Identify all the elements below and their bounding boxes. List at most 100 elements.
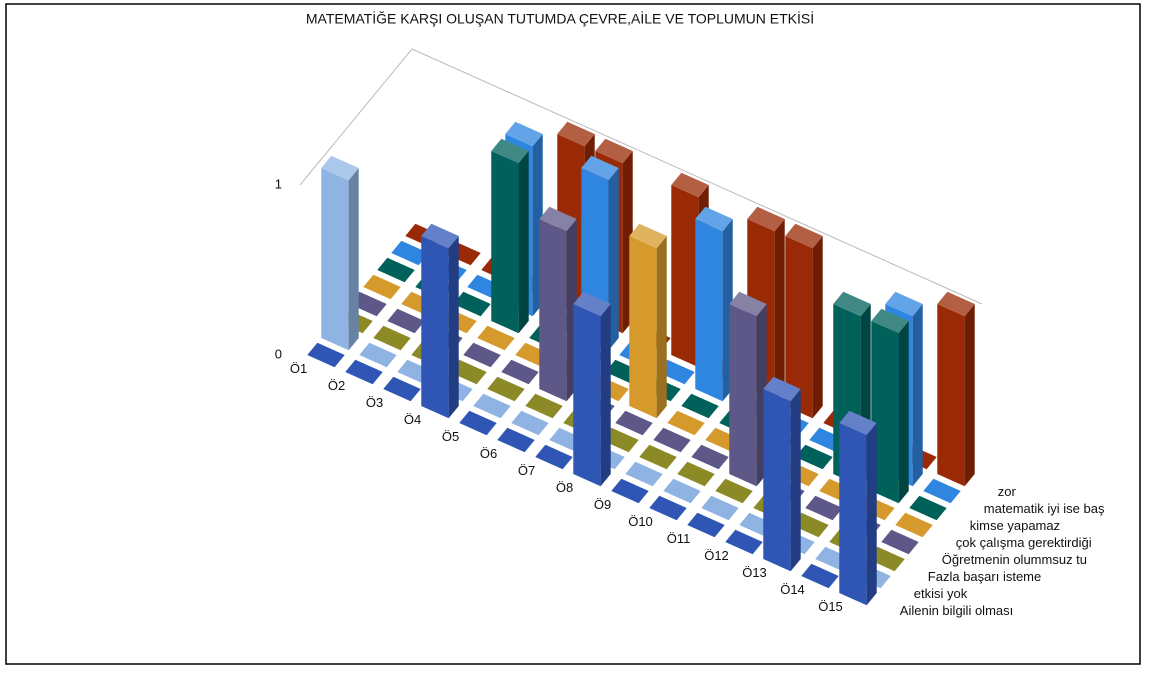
bar: [477, 325, 515, 351]
bar-top: [667, 410, 705, 436]
bar-top: [909, 495, 947, 521]
bar: [535, 444, 573, 470]
bar-front: [695, 219, 723, 402]
bar-top: [639, 444, 677, 470]
bar-front: [321, 168, 349, 351]
bar: [373, 325, 411, 351]
bar-side: [964, 304, 975, 487]
bar-top: [535, 444, 573, 470]
bar-top: [805, 495, 843, 521]
bar-top: [885, 291, 923, 317]
bar-top: [307, 342, 345, 368]
bar: [725, 529, 763, 555]
bar: [625, 461, 663, 487]
bar-top: [747, 206, 785, 232]
bar-top: [649, 495, 687, 521]
bar: [473, 393, 511, 419]
bar: [763, 376, 801, 572]
series-label: matematik iyi ise baş: [984, 501, 1105, 516]
bar-top: [345, 359, 383, 385]
bar-front: [573, 304, 601, 487]
bar-side: [774, 219, 785, 402]
x-tick-label: Ö4: [404, 412, 421, 427]
bar-top: [581, 155, 619, 181]
bar-top: [383, 376, 421, 402]
bar: [611, 478, 649, 504]
bar: [387, 308, 425, 334]
bar: [839, 410, 877, 606]
bar-side: [608, 168, 619, 351]
series-label: zor: [998, 484, 1017, 499]
bar-top: [557, 121, 595, 147]
bar: [881, 529, 919, 555]
bar-top: [629, 223, 667, 249]
bar-top: [463, 342, 501, 368]
bar-top: [595, 138, 633, 164]
bar-side: [912, 304, 923, 487]
bar-side: [600, 304, 611, 487]
series-label: kimse yapamaz: [970, 518, 1060, 533]
bar: [715, 478, 753, 504]
bar-side: [656, 236, 667, 419]
bar: [421, 223, 459, 419]
bar-top: [611, 478, 649, 504]
bar-top: [573, 291, 611, 317]
bar-side: [790, 389, 801, 572]
bar-side: [898, 321, 909, 504]
bar: [695, 206, 733, 402]
bar-top: [715, 478, 753, 504]
bar-side: [866, 423, 877, 606]
x-tick-label: Ö15: [818, 599, 843, 614]
x-tick-label: Ö1: [290, 361, 307, 376]
bar: [795, 444, 833, 470]
grid-line: [299, 48, 983, 305]
bar-top: [653, 427, 691, 453]
bar-top: [625, 461, 663, 487]
bar: [701, 495, 739, 521]
series-label: etkisi yok: [914, 586, 968, 601]
bar-top: [363, 274, 401, 300]
bar-top: [459, 410, 497, 436]
bar-front: [539, 219, 567, 402]
bar-top: [491, 138, 529, 164]
bar-top: [321, 155, 359, 181]
bar-front: [729, 304, 757, 487]
x-tick-label: Ö5: [442, 429, 459, 444]
bar: [649, 495, 687, 521]
bar-top: [937, 291, 975, 317]
bar-front: [839, 423, 867, 606]
x-tick-label: Ö14: [780, 582, 805, 597]
bar-side: [348, 168, 359, 351]
bar: [677, 461, 715, 487]
bar-top: [391, 240, 429, 266]
bar: [801, 563, 839, 589]
bar: [663, 478, 701, 504]
chart-title: MATEMATİĞE KARŞI OLUŞAN TUTUMDA ÇEVRE,Aİ…: [306, 10, 814, 27]
bar: [667, 410, 705, 436]
series-label: Ailenin bilgili olması: [900, 603, 1013, 618]
bar-front: [871, 321, 899, 504]
bar-top: [663, 478, 701, 504]
x-tick-label: Ö11: [667, 531, 691, 546]
bar: [501, 359, 539, 385]
x-tick-label: Ö8: [556, 480, 573, 495]
bar: [785, 223, 823, 419]
bar-top: [539, 206, 577, 232]
bar-top: [795, 444, 833, 470]
bar-top: [881, 529, 919, 555]
bar-top: [839, 410, 877, 436]
x-tick-label: Ö2: [328, 378, 345, 393]
bar: [539, 206, 577, 402]
bar: [687, 512, 725, 538]
bar: [573, 291, 611, 487]
bar-side: [448, 236, 459, 419]
bar: [307, 342, 345, 368]
bar-top: [801, 563, 839, 589]
bar-top: [923, 478, 961, 504]
bar-top: [785, 223, 823, 249]
bar-front: [671, 185, 699, 368]
bar-top: [695, 206, 733, 232]
bar: [937, 291, 975, 487]
bar-top: [373, 325, 411, 351]
bar-top: [677, 461, 715, 487]
